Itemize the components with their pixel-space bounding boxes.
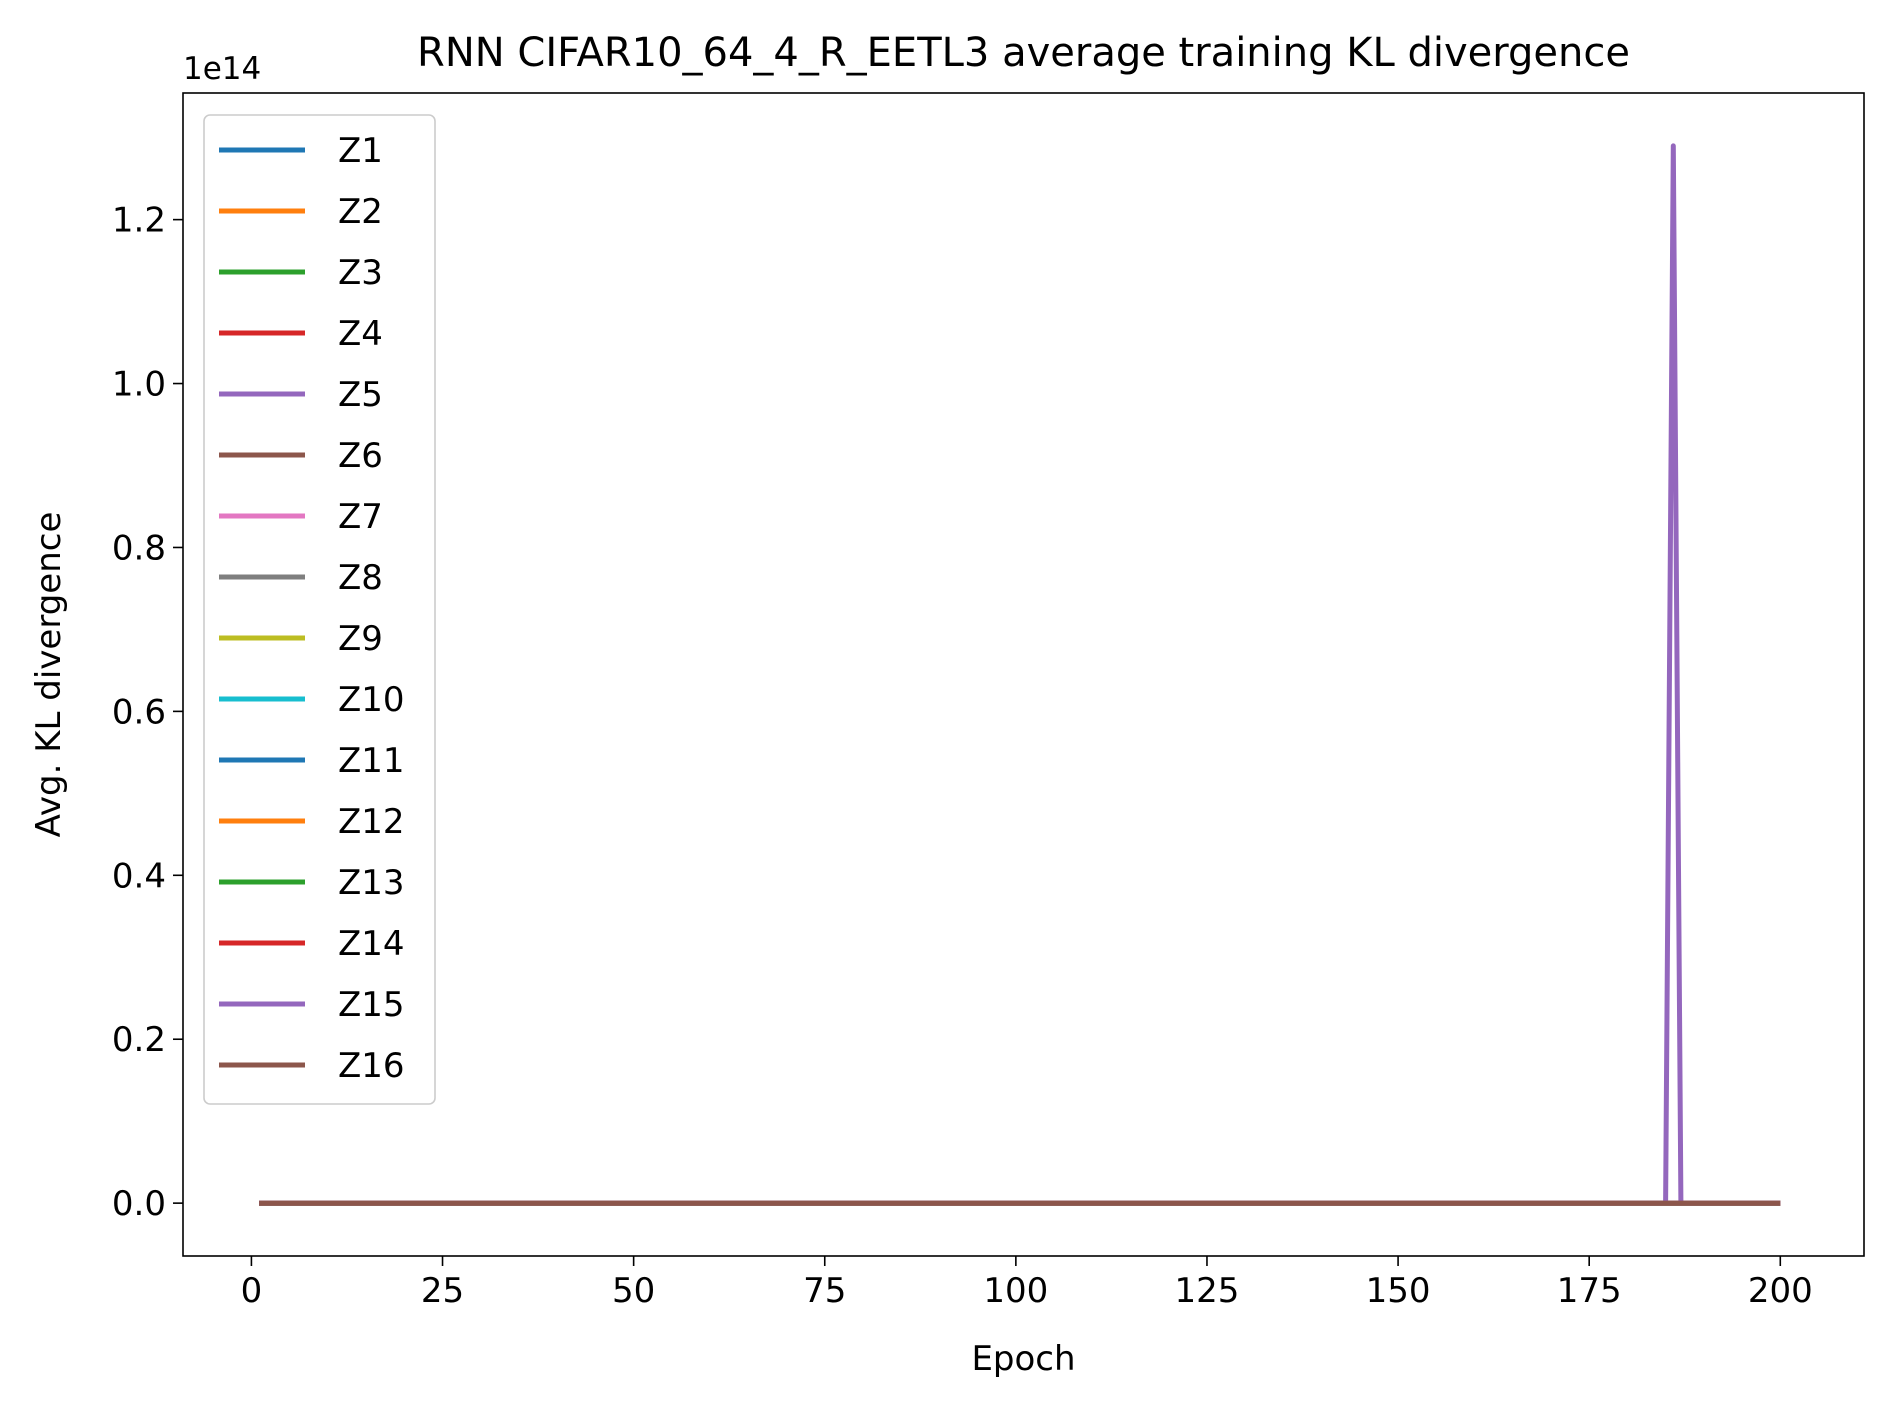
legend-item: Z15	[219, 985, 405, 1025]
plot-frame	[182, 92, 1865, 1257]
legend-label: Z7	[338, 497, 383, 537]
legend-item: Z2	[219, 192, 383, 232]
legend-label: Z4	[338, 314, 383, 354]
y-tick-label: 1.2	[112, 201, 166, 241]
legend-label: Z13	[338, 863, 405, 903]
legend-label: Z1	[338, 131, 383, 171]
y-tick-label: 0.6	[112, 692, 166, 732]
legend-item: Z3	[219, 253, 383, 293]
legend-item: Z8	[219, 558, 383, 598]
x-tick-label: 100	[983, 1271, 1048, 1311]
legend-box	[203, 114, 436, 1105]
chart-title: RNN CIFAR10_64_4_R_EETL3 average trainin…	[417, 30, 1630, 76]
legend-item: Z12	[219, 802, 405, 842]
legend-label: Z3	[338, 253, 383, 293]
y-axis-label: Avg. KL divergence	[29, 512, 69, 838]
x-tick-label: 25	[421, 1271, 464, 1311]
legend-item: Z6	[219, 436, 383, 476]
legend-item: Z13	[219, 863, 405, 903]
y-tick-label: 0.2	[112, 1020, 166, 1060]
legend-item: Z1	[219, 131, 383, 171]
y-tick-label: 1.0	[112, 365, 166, 405]
x-tick-label: 75	[803, 1271, 846, 1311]
x-tick-label: 200	[1748, 1271, 1813, 1311]
x-axis: 0 25 50 75 100 125 150 175 200	[241, 1256, 1813, 1311]
legend-item: Z7	[219, 497, 383, 537]
plot-lines	[259, 143, 1781, 1206]
legend-label: Z5	[338, 375, 383, 415]
legend-item: Z9	[219, 619, 383, 659]
legend: Z1 Z2 Z3 Z4 Z5 Z6 Z7 Z8 Z9 Z10 Z11 Z12 Z13 Z14 Z15 Z16	[203, 114, 436, 1105]
legend-label: Z2	[338, 192, 383, 232]
legend-label: Z6	[338, 436, 383, 476]
x-tick-label: 175	[1557, 1271, 1622, 1311]
legend-label: Z8	[338, 558, 383, 598]
legend-item: Z16	[219, 1046, 405, 1086]
legend-item: Z14	[219, 924, 405, 964]
y-tick-label: 0.4	[112, 856, 166, 896]
legend-label: Z11	[338, 741, 405, 781]
x-tick-label: 125	[1175, 1271, 1240, 1311]
y-tick-label: 0.8	[112, 528, 166, 568]
y-tick-label: 0.0	[112, 1184, 166, 1224]
legend-label: Z14	[338, 924, 405, 964]
legend-label: Z16	[338, 1046, 405, 1086]
x-tick-label: 150	[1366, 1271, 1431, 1311]
x-tick-label: 50	[612, 1271, 655, 1311]
legend-item: Z11	[219, 741, 405, 781]
legend-label: Z15	[338, 985, 405, 1025]
legend-label: Z12	[338, 802, 405, 842]
legend-item: Z10	[219, 680, 405, 720]
x-tick-label: 0	[241, 1271, 263, 1311]
legend-label: Z10	[338, 680, 405, 720]
y-axis: 0.0 0.2 0.4 0.6 0.8 1.0 1.2	[112, 201, 183, 1224]
series-line-z5	[259, 143, 1781, 1206]
legend-item: Z5	[219, 375, 383, 415]
legend-label: Z9	[338, 619, 383, 659]
legend-item: Z4	[219, 314, 383, 354]
y-offset-label: 1e14	[183, 51, 261, 87]
x-axis-label: Epoch	[971, 1339, 1075, 1379]
